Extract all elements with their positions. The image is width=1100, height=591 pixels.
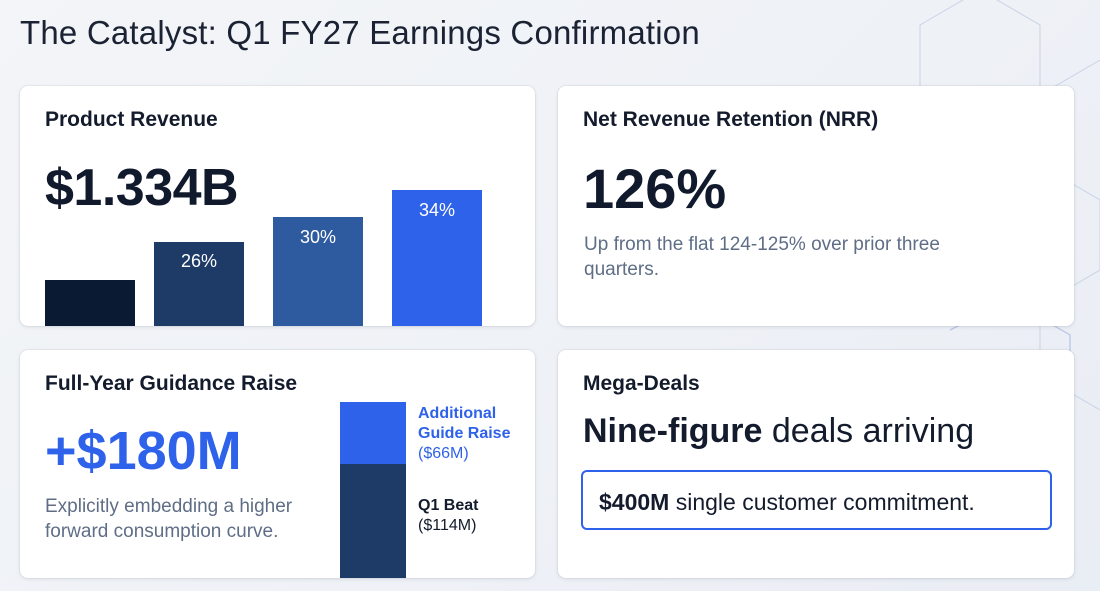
revenue-bar-2-label: 26% (180, 251, 218, 271)
guide-raise-amount: ($66M) (418, 445, 469, 462)
mega-deals-headline: Nine-figure deals arriving (583, 412, 974, 451)
guidance-title: Full-Year Guidance Raise (45, 372, 298, 395)
q1-beat-label-text: Q1 Beat (418, 497, 479, 514)
nrr-title: Net Revenue Retention (NRR) (583, 108, 879, 131)
page-title: The Catalyst: Q1 FY27 Earnings Confirmat… (20, 14, 700, 51)
revenue-bar-3 (273, 217, 363, 326)
guidance-card: Full-Year Guidance Raise +$180M Explicit… (20, 350, 535, 578)
guidance-description: Explicitly embedding a higher forward co… (45, 496, 293, 542)
product-revenue-value: $1.334B (45, 159, 239, 217)
q1-beat-segment (340, 464, 406, 578)
mega-deals-headline-rest: deals arriving (762, 412, 975, 450)
q1-beat-label: Q1 Beat ($114M) (418, 496, 478, 536)
commitment-text: single customer commitment. (669, 489, 975, 515)
guide-raise-label: Additional Guide Raise ($66M) (418, 404, 510, 464)
revenue-bar-4 (392, 190, 482, 326)
mega-deals-title: Mega-Deals (583, 372, 700, 395)
revenue-bar-1 (45, 280, 135, 326)
revenue-bar-2 (154, 242, 244, 326)
product-revenue-card: Product Revenue $1.334B 26% 30% 34% (20, 86, 535, 326)
mega-deals-headline-bold: Nine-figure (583, 412, 763, 450)
q1-beat-amount: ($114M) (418, 517, 477, 534)
nrr-description: Up from the flat 124-125% over prior thr… (584, 234, 940, 280)
revenue-bar-4-label: 34% (418, 200, 456, 220)
guidance-value: +$180M (45, 421, 242, 481)
commitment-amount: $400M (599, 489, 670, 515)
nrr-value: 126% (583, 157, 727, 220)
mega-deals-card: Mega-Deals Nine-figure deals arriving $4… (558, 350, 1074, 578)
guide-raise-segment (340, 402, 406, 464)
product-revenue-title: Product Revenue (45, 108, 218, 131)
guide-raise-label-line1: Additional (418, 405, 497, 422)
guide-raise-label-line2: Guide Raise (418, 425, 511, 442)
revenue-bar-3-label: 30% (299, 227, 337, 247)
commitment-callout: $400M single customer commitment. (581, 470, 1052, 530)
nrr-card: Net Revenue Retention (NRR) 126% Up from… (558, 86, 1074, 326)
